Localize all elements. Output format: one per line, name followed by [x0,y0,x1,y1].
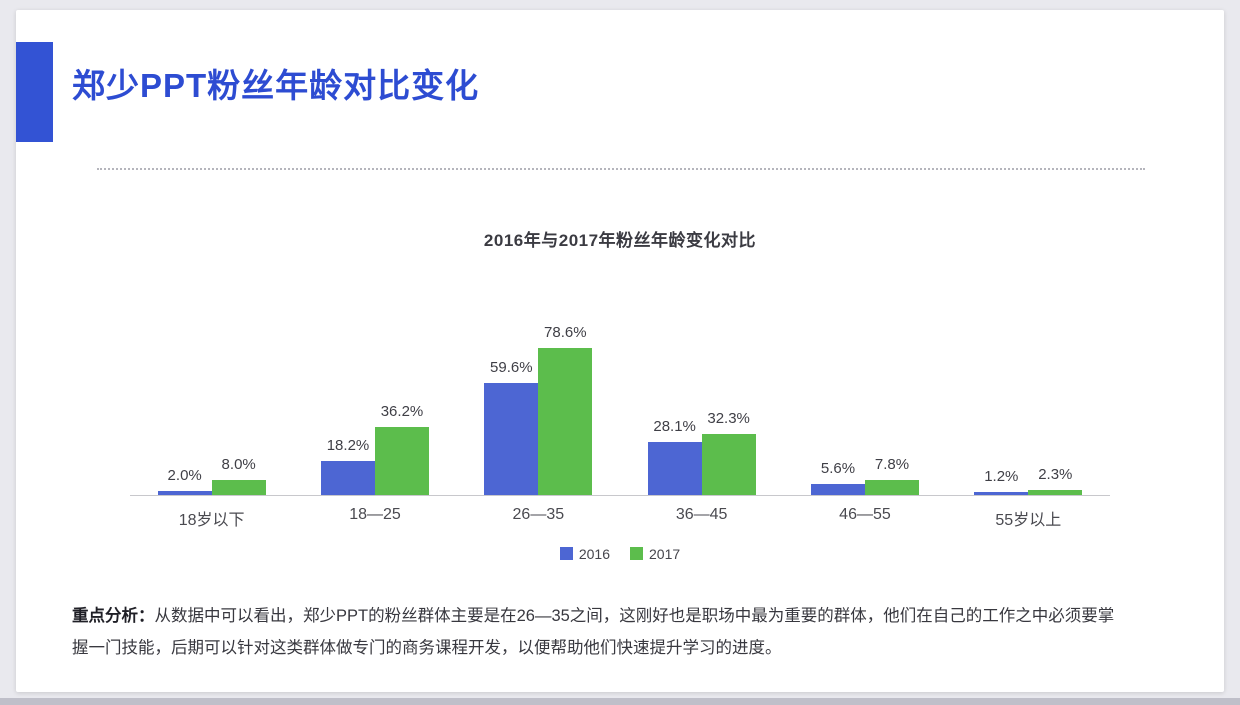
bar-group: 2.0% 8.0% [157,456,267,495]
bar-value-label: 7.8% [874,456,910,473]
chart-x-axis-labels: 18岁以下 18—25 26—35 36—45 46—55 55岁以上 [130,496,1110,530]
bar-chart: 2.0% 8.0% 18.2% 36.2% 59.6% 78.6% 28.1% 32.3% 5.… [130,296,1110,530]
chart-title: 2016年与2017年粉丝年龄变化对比 [483,230,757,250]
bar-2016: 1.2% [974,468,1029,495]
dotted-divider [97,167,1145,170]
slide-title: 郑少PPT粉丝年龄对比变化 [72,67,480,104]
bar-value-label: 1.2% [984,468,1019,486]
x-axis-label: 18—25 [349,505,401,523]
bar-group: 1.2% 2.3% [973,466,1083,495]
bar-2016: 5.6% [810,460,865,495]
bar-value-label: 18.2% [326,436,370,454]
legend-item-2017: 2017 [630,546,680,562]
bar-value-label: 78.6% [544,323,587,341]
bar-2017: 2.3% [1028,466,1083,495]
analysis-paragraph: 重点分析：从数据中可以看出，郑少PPT的粉丝群体主要是在26—35之间，这刚好也… [72,600,1117,664]
bar-value-label: 2.3% [1038,466,1073,484]
legend-item-2016: 2016 [559,545,610,562]
bar-value-label: 2.0% [167,466,202,484]
bar-value-label: 8.0% [221,455,256,473]
bar-value-label: 5.6% [820,460,856,478]
x-axis-label: 46—55 [839,505,891,523]
bar-group: 5.6% 7.8% [810,456,920,495]
legend-label: 2017 [649,545,681,562]
bar-2017: 32.3% [701,410,756,495]
x-axis-label: 55岁以上 [995,511,1062,529]
bar-2016: 28.1% [647,418,702,495]
bar-group: 59.6% 78.6% [483,324,593,495]
x-axis-label: 36—45 [675,505,728,523]
x-axis-label: 26—35 [512,505,565,523]
chart-legend: 2016 2017 [16,546,1224,562]
title-accent-bar [16,42,53,142]
chart-plot-area: 2.0% 8.0% 18.2% 36.2% 59.6% 78.6% 28.1% 32.3% 5.… [130,296,1110,496]
analysis-label: 重点分析： [72,606,155,625]
bar-value-label: 32.3% [707,410,750,428]
legend-label: 2016 [578,545,610,562]
bar-2016: 18.2% [320,437,375,495]
analysis-text: 从数据中可以看出，郑少PPT的粉丝群体主要是在26—35之间，这刚好也是职场中最… [72,606,1115,657]
slide: 郑少PPT粉丝年龄对比变化 2016年与2017年粉丝年龄变化对比 2.0% 8.… [16,10,1224,692]
bar-group: 18.2% 36.2% [320,403,430,495]
bar-2016: 2.0% [157,467,212,495]
bar-value-label: 36.2% [380,402,424,420]
legend-swatch [559,547,573,561]
bar-2017: 78.6% [538,324,593,495]
bar-2017: 8.0% [211,456,266,495]
legend-swatch [630,547,643,561]
bar-2016: 59.6% [484,359,539,495]
bar-2017: 7.8% [864,456,919,495]
bar-2017: 36.2% [374,403,429,495]
bar-value-label: 28.1% [653,418,696,436]
bar-group: 28.1% 32.3% [647,410,757,495]
window-bottom-edge [0,698,1240,705]
bar-value-label: 59.6% [490,359,533,377]
x-axis-label: 18岁以下 [178,511,245,529]
